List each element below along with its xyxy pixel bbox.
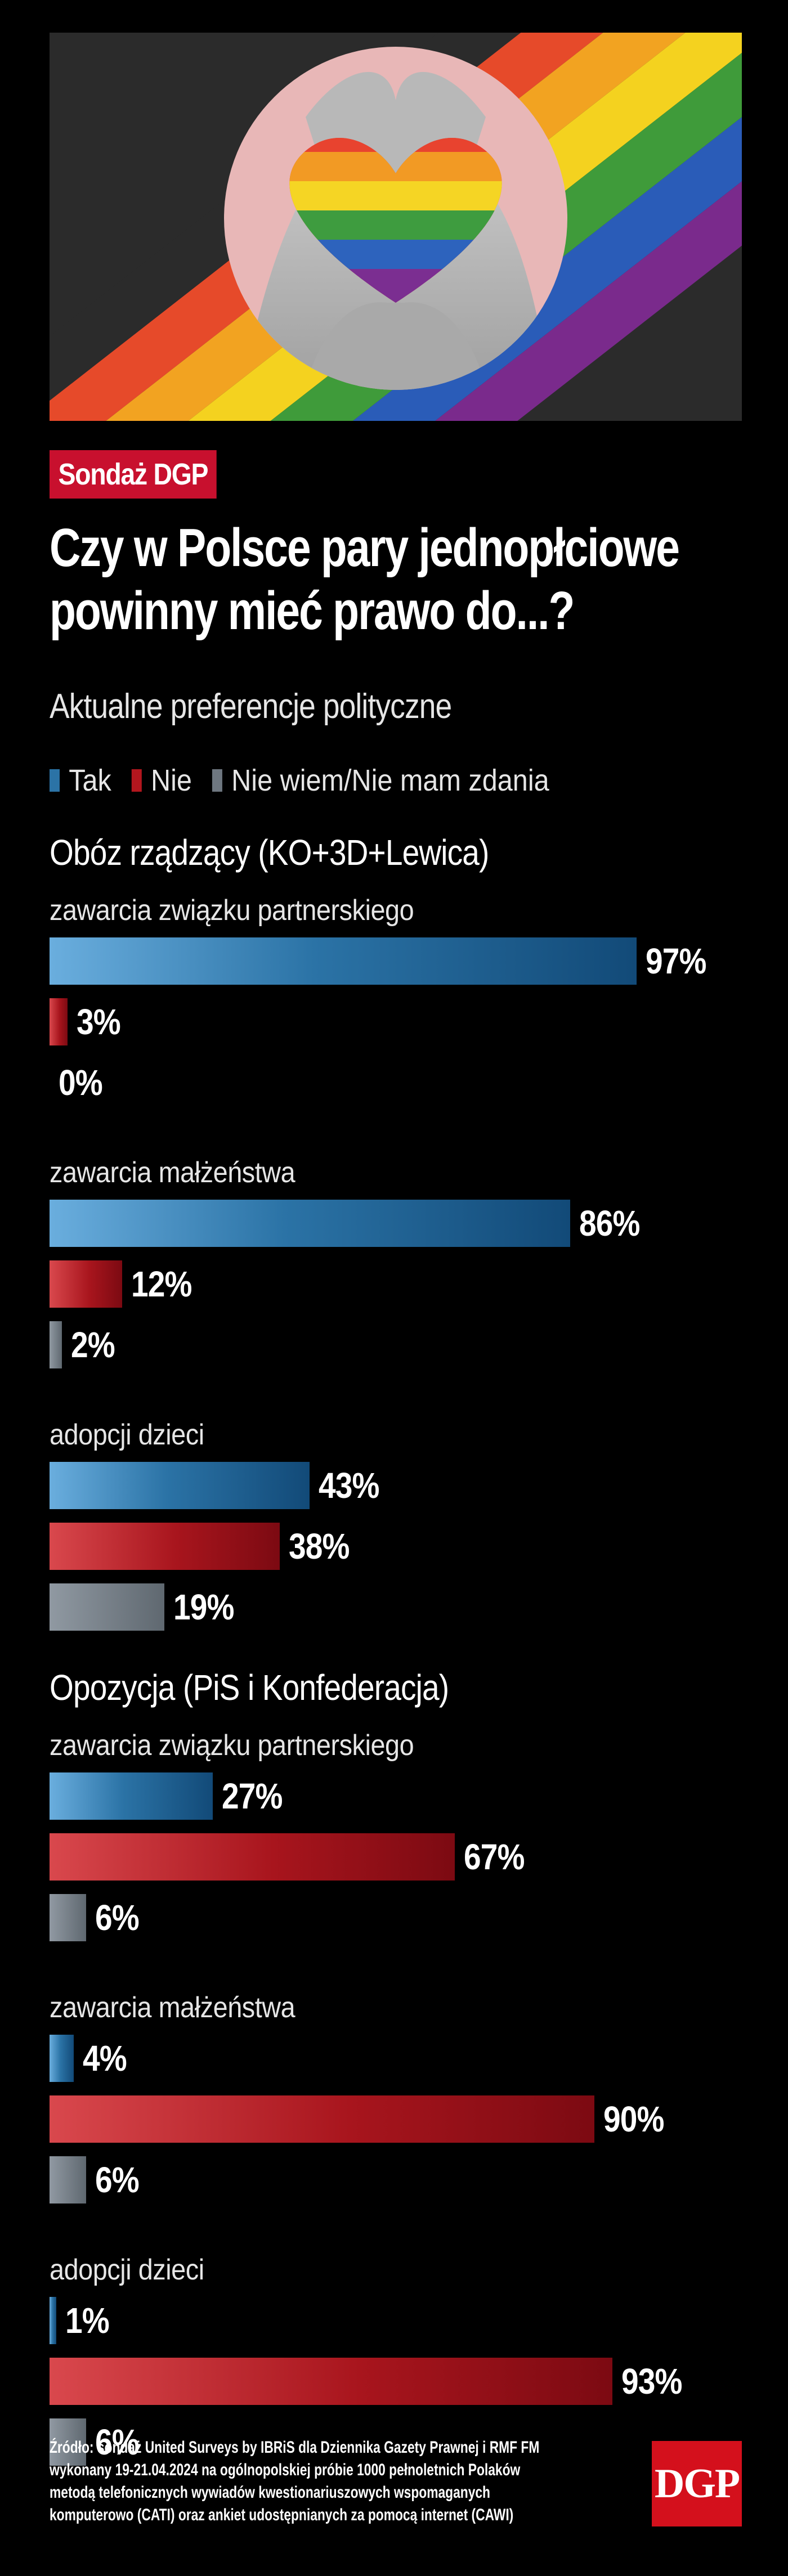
bar-tak bbox=[50, 1462, 310, 1509]
legend: Tak Nie Nie wiem/Nie mam zdania bbox=[50, 761, 570, 800]
bar-nie-wiem bbox=[50, 1894, 86, 1941]
value-label-nie-wiem: 19% bbox=[173, 1587, 234, 1627]
bar-nie bbox=[50, 1260, 122, 1308]
value-label-nie: 93% bbox=[621, 2361, 682, 2402]
bar-nie-wiem bbox=[50, 1583, 165, 1631]
value-label-nie: 38% bbox=[288, 1526, 350, 1567]
poll-badge: Sondaż DGP bbox=[50, 450, 217, 499]
value-label-tak: 43% bbox=[319, 1465, 379, 1506]
question-label: zawarcia małżeństwa bbox=[50, 1991, 296, 2024]
question-label: adopcji dzieci bbox=[50, 1419, 204, 1451]
bar-tak bbox=[50, 2035, 74, 2082]
bar-tak bbox=[50, 937, 637, 985]
rainbow-stripes bbox=[50, 33, 742, 421]
title-line-2: powinny mieć prawo do...? bbox=[50, 581, 575, 641]
bar-nie-wiem bbox=[50, 2418, 86, 2466]
legend-item-tak: Tak bbox=[50, 763, 111, 798]
source-line: komputerowo (CATI) oraz ankiet udostępni… bbox=[50, 2506, 514, 2524]
question-label: adopcji dzieci bbox=[50, 2254, 204, 2286]
legend-label-nie: Nie bbox=[151, 764, 192, 797]
chart-title: Czy w Polsce pary jednopłciowe powinny m… bbox=[50, 517, 752, 643]
legend-swatch-tak bbox=[50, 769, 60, 792]
source-line: metodą telefonicznych wywiadów kwestiona… bbox=[50, 2483, 490, 2502]
value-label-tak: 4% bbox=[83, 2038, 127, 2079]
legend-swatch-nie-wiem bbox=[212, 769, 222, 792]
value-label-nie-wiem: 2% bbox=[70, 1325, 115, 1365]
value-label-tak: 27% bbox=[222, 1776, 283, 1816]
question-label: zawarcia związku partnerskiego bbox=[50, 1729, 414, 1762]
dgp-logo: DGP bbox=[652, 2441, 742, 2526]
group-title: Obóz rządzący (KO+3D+Lewica) bbox=[50, 832, 489, 873]
chart-subtitle: Aktualne preferencje polityczne bbox=[50, 687, 452, 726]
title-line-1: Czy w Polsce pary jednopłciowe bbox=[50, 518, 680, 578]
legend-label-nie-wiem: Nie wiem/Nie mam zdania bbox=[231, 764, 549, 797]
bar-tak bbox=[50, 1200, 570, 1247]
value-label-tak: 1% bbox=[65, 2300, 110, 2341]
source-note: Źródło: sondaż United Surveys by IBRiS d… bbox=[50, 2436, 674, 2526]
group-title: Opozycja (PiS i Konfederacja) bbox=[50, 1667, 449, 1708]
bar-nie bbox=[50, 2358, 612, 2405]
bar-tak bbox=[50, 2297, 56, 2344]
question-label: zawarcia małżeństwa bbox=[50, 1156, 296, 1189]
value-label-nie: 67% bbox=[464, 1837, 525, 1877]
value-label-nie: 3% bbox=[77, 1002, 121, 1042]
bar-nie-wiem bbox=[50, 2156, 86, 2203]
value-label-nie-wiem: 6% bbox=[95, 1897, 140, 1938]
value-label-nie-wiem: 6% bbox=[95, 2160, 140, 2200]
legend-item-nie: Nie bbox=[131, 763, 192, 798]
value-label-nie-wiem: 0% bbox=[59, 1062, 103, 1103]
bar-nie bbox=[50, 2095, 594, 2143]
dgp-logo-text: DGP bbox=[654, 2460, 740, 2507]
legend-item-nie-wiem: Nie wiem/Nie mam zdania bbox=[212, 763, 549, 798]
value-label-nie: 90% bbox=[603, 2099, 664, 2139]
value-label-nie-wiem: 6% bbox=[95, 2422, 140, 2462]
value-label-tak: 97% bbox=[645, 941, 706, 981]
value-label-tak: 86% bbox=[579, 1203, 640, 1244]
bar-nie bbox=[50, 998, 68, 1045]
source-line: Źródło: sondaż United Surveys by IBRiS d… bbox=[50, 2438, 540, 2457]
legend-label-tak: Tak bbox=[69, 764, 111, 797]
bar-nie-wiem bbox=[50, 1321, 62, 1368]
header-illustration bbox=[50, 33, 742, 421]
source-line: wykonany 19-21.04.2024 na ogólnopolskiej… bbox=[50, 2461, 521, 2479]
question-label: zawarcia związku partnerskiego bbox=[50, 894, 414, 927]
bar-nie bbox=[50, 1833, 455, 1881]
legend-swatch-nie bbox=[131, 769, 142, 792]
hands-heart-icon bbox=[235, 71, 556, 390]
bar-tak bbox=[50, 1772, 213, 1820]
value-label-nie: 12% bbox=[131, 1264, 192, 1304]
bar-nie bbox=[50, 1523, 280, 1570]
